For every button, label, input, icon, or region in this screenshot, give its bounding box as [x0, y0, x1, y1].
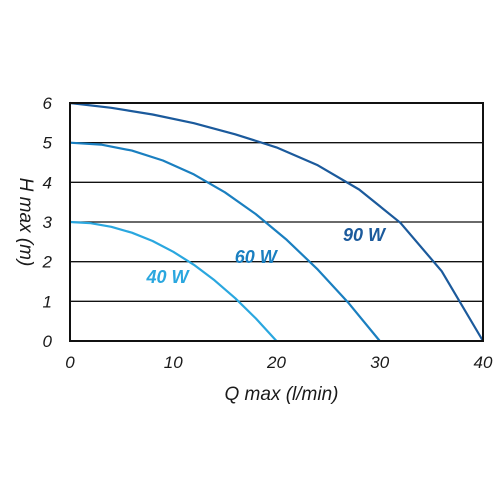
y-tick-label: 1 — [43, 292, 52, 311]
grid-lines — [70, 142, 483, 302]
y-tick-label: 6 — [43, 94, 53, 113]
x-tick-label: 30 — [370, 353, 389, 372]
y-tick-label: 3 — [43, 213, 53, 232]
x-tick-label: 10 — [164, 353, 183, 372]
y-tick-label: 4 — [43, 173, 52, 192]
series-line-90w — [69, 101, 484, 342]
plot-frame — [69, 102, 484, 342]
x-tick-label: 20 — [266, 353, 286, 372]
series-label-40w: 40 W — [146, 267, 191, 287]
series-label-60w: 60 W — [235, 247, 279, 267]
series-labels: 40 W 60 W 90 W — [146, 225, 388, 287]
x-axis-ticks: 0 10 20 30 40 — [65, 353, 493, 372]
x-tick-label: 40 — [474, 353, 493, 372]
x-axis-title: Q max (l/min) — [225, 384, 339, 405]
y-axis-ticks: 0 1 2 3 4 5 6 — [42, 94, 53, 351]
y-tick-label: 0 — [43, 332, 53, 351]
series-line-60w — [69, 141, 381, 342]
y-tick-label: 5 — [43, 134, 53, 153]
series-layer — [69, 101, 484, 342]
y-tick-label: 2 — [42, 253, 53, 272]
series-label-90w: 90 W — [343, 225, 387, 245]
y-axis-title: H max (m) — [15, 178, 36, 267]
series-line-40w — [69, 220, 278, 342]
x-tick-label: 0 — [65, 353, 75, 372]
